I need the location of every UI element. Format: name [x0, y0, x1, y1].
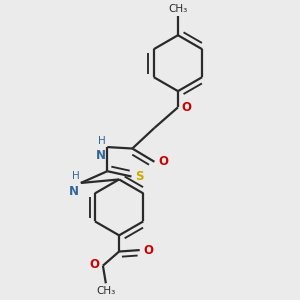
- Text: H: H: [72, 172, 80, 182]
- Text: O: O: [89, 258, 99, 271]
- Text: CH₃: CH₃: [96, 286, 116, 296]
- Text: O: O: [182, 101, 192, 114]
- Text: CH₃: CH₃: [168, 4, 188, 14]
- Text: O: O: [143, 244, 153, 256]
- Text: H: H: [98, 136, 106, 146]
- Text: N: N: [96, 149, 106, 162]
- Text: N: N: [69, 185, 80, 198]
- Text: S: S: [135, 170, 143, 183]
- Text: O: O: [158, 155, 168, 168]
